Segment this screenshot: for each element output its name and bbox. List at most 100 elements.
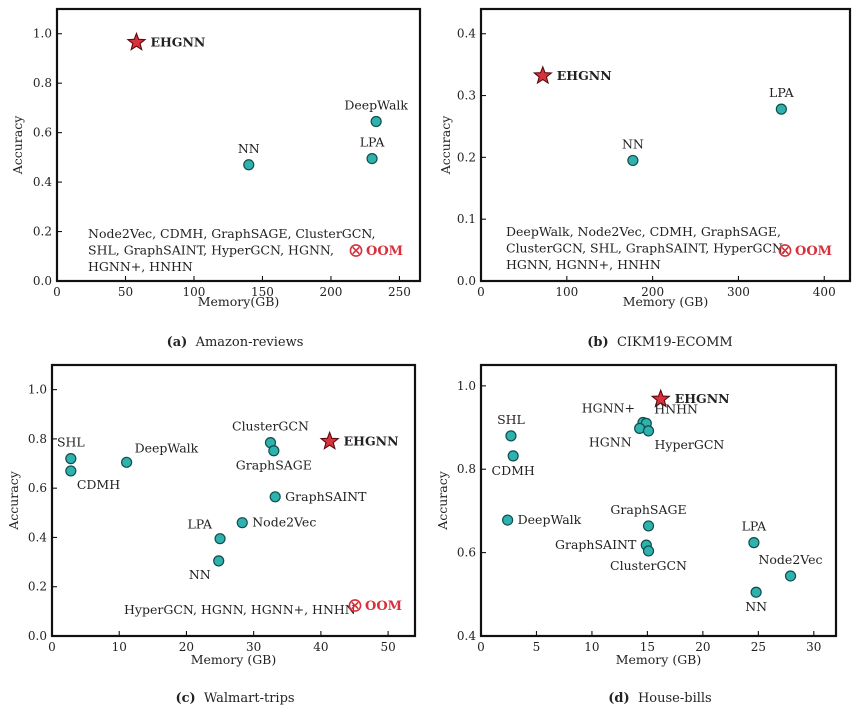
point-nn	[213, 555, 225, 567]
oom-methods-note: DeepWalk, Node2Vec, CDMH, GraphSAGE,	[506, 224, 781, 239]
panel-caption: (b) CIKM19-ECOMM	[587, 335, 732, 350]
oom-icon	[348, 599, 362, 612]
caption-text: CIKM19-ECOMM	[617, 335, 733, 350]
y-tick-label: 0.6	[457, 546, 476, 560]
label-deepwalk: DeepWalk	[135, 440, 199, 455]
y-tick-label: 0.2	[33, 225, 52, 239]
label-graphsaint: GraphSAINT	[555, 537, 637, 552]
oom-methods-note: HGNN, HGNN+, HNHN	[506, 257, 661, 272]
label-nn: NN	[238, 141, 260, 156]
x-tick-label: 400	[813, 285, 836, 299]
x-axis-label: Memory (GB)	[623, 294, 709, 309]
label-cdmh: CDMH	[492, 463, 535, 478]
y-tick-label: 0.8	[457, 462, 476, 476]
point-cdmh	[507, 450, 519, 462]
y-tick-label: 0.1	[457, 212, 476, 226]
x-tick-label: 100	[555, 285, 578, 299]
plot-frame	[479, 7, 852, 283]
x-tick-label: 25	[751, 640, 766, 654]
x-axis-label: Memory (GB)	[191, 652, 277, 667]
y-tick-label: 0.6	[33, 126, 52, 140]
oom-cross-icon	[351, 601, 359, 610]
plot-frame	[50, 363, 417, 638]
point-node2vec	[784, 570, 797, 582]
x-tick-label: 10	[112, 640, 127, 654]
plot-frame	[55, 7, 422, 283]
x-tick-label: 0	[477, 640, 485, 654]
label-ehgnn: EHGNN	[557, 68, 612, 83]
point-clustergcn	[642, 545, 655, 557]
x-tick-label: 50	[380, 640, 395, 654]
caption-spacer	[630, 691, 638, 706]
y-tick-label: 0.4	[457, 27, 476, 41]
label-hgnn: HGNN+	[582, 401, 635, 416]
x-tick-label: 0	[53, 285, 61, 299]
y-tick-label: 0.3	[457, 89, 476, 103]
label-cdmh: CDMH	[77, 477, 120, 492]
x-tick-label: 100	[183, 285, 206, 299]
point-shl	[65, 453, 77, 465]
x-tick-label: 200	[641, 285, 664, 299]
caption-text: House-bills	[638, 691, 712, 706]
caption-tag: (c)	[175, 691, 195, 706]
caption-tag: (b)	[587, 335, 608, 350]
y-tick-label: 1.0	[457, 379, 476, 393]
label-lpa: LPA	[742, 519, 768, 534]
label-hnhn: HNHN	[654, 401, 698, 416]
x-tick-label: 40	[313, 640, 328, 654]
point-shl	[505, 430, 517, 442]
x-tick-label: 20	[695, 640, 710, 654]
label-lpa: LPA	[769, 85, 795, 100]
label-nn: NN	[745, 599, 767, 614]
point-deepwalk	[502, 514, 514, 526]
y-tick-label: 1.0	[28, 383, 47, 397]
x-axis-label: Memory (GB)	[616, 652, 702, 667]
oom-methods-note: ClusterGCN, SHL, GraphSAINT, HyperGCN,	[506, 241, 786, 256]
oom-icon	[778, 244, 792, 257]
y-tick-label: 0.0	[28, 629, 47, 643]
oom-label: OOM	[365, 599, 402, 614]
x-tick-label: 250	[388, 285, 411, 299]
x-tick-label: 5	[533, 640, 541, 654]
oom-methods-note: HyperGCN, HGNN, HGNN+, HNHN	[124, 602, 356, 617]
caption-text: Walmart-trips	[204, 691, 295, 706]
label-shl: SHL	[497, 412, 525, 427]
point-lpa	[775, 103, 787, 115]
oom-label: OOM	[366, 244, 403, 259]
point-lpa	[748, 537, 760, 549]
y-tick-label: 0.2	[28, 580, 47, 594]
y-axis-label: Accuracy	[6, 470, 21, 531]
point-ehgnn-star	[532, 65, 553, 85]
x-tick-label: 30	[806, 640, 821, 654]
x-axis-label: Memory(GB)	[198, 294, 280, 309]
x-tick-label: 10	[584, 640, 599, 654]
y-tick-label: 0.4	[33, 175, 52, 189]
label-node2vec: Node2Vec	[252, 515, 316, 530]
oom-label: OOM	[795, 244, 832, 259]
point-nn	[627, 154, 639, 167]
panel-caption: (c) Walmart-trips	[175, 691, 294, 706]
label-hgnn: HGNN	[589, 434, 632, 449]
x-tick-label: 50	[118, 285, 133, 299]
point-ehgnn-star	[319, 430, 340, 450]
y-tick-label: 0.8	[28, 432, 47, 446]
y-tick-label: 1.0	[33, 27, 52, 41]
y-tick-label: 0.0	[457, 274, 476, 288]
y-axis-label: Accuracy	[435, 470, 450, 531]
point-deepwalk	[370, 115, 382, 128]
x-tick-label: 0	[477, 285, 485, 299]
point-graphsage	[268, 445, 280, 457]
x-tick-label: 30	[246, 640, 261, 654]
point-cdmh	[65, 465, 77, 477]
plot-frame	[479, 363, 838, 638]
x-tick-label: 200	[320, 285, 343, 299]
label-graphsage: GraphSAGE	[610, 502, 686, 517]
x-tick-label: 300	[727, 285, 750, 299]
y-axis-label: Accuracy	[438, 115, 453, 176]
caption-text: Amazon-reviews	[195, 335, 304, 350]
y-tick-label: 0.2	[457, 150, 476, 164]
label-lpa: LPA	[187, 517, 213, 532]
